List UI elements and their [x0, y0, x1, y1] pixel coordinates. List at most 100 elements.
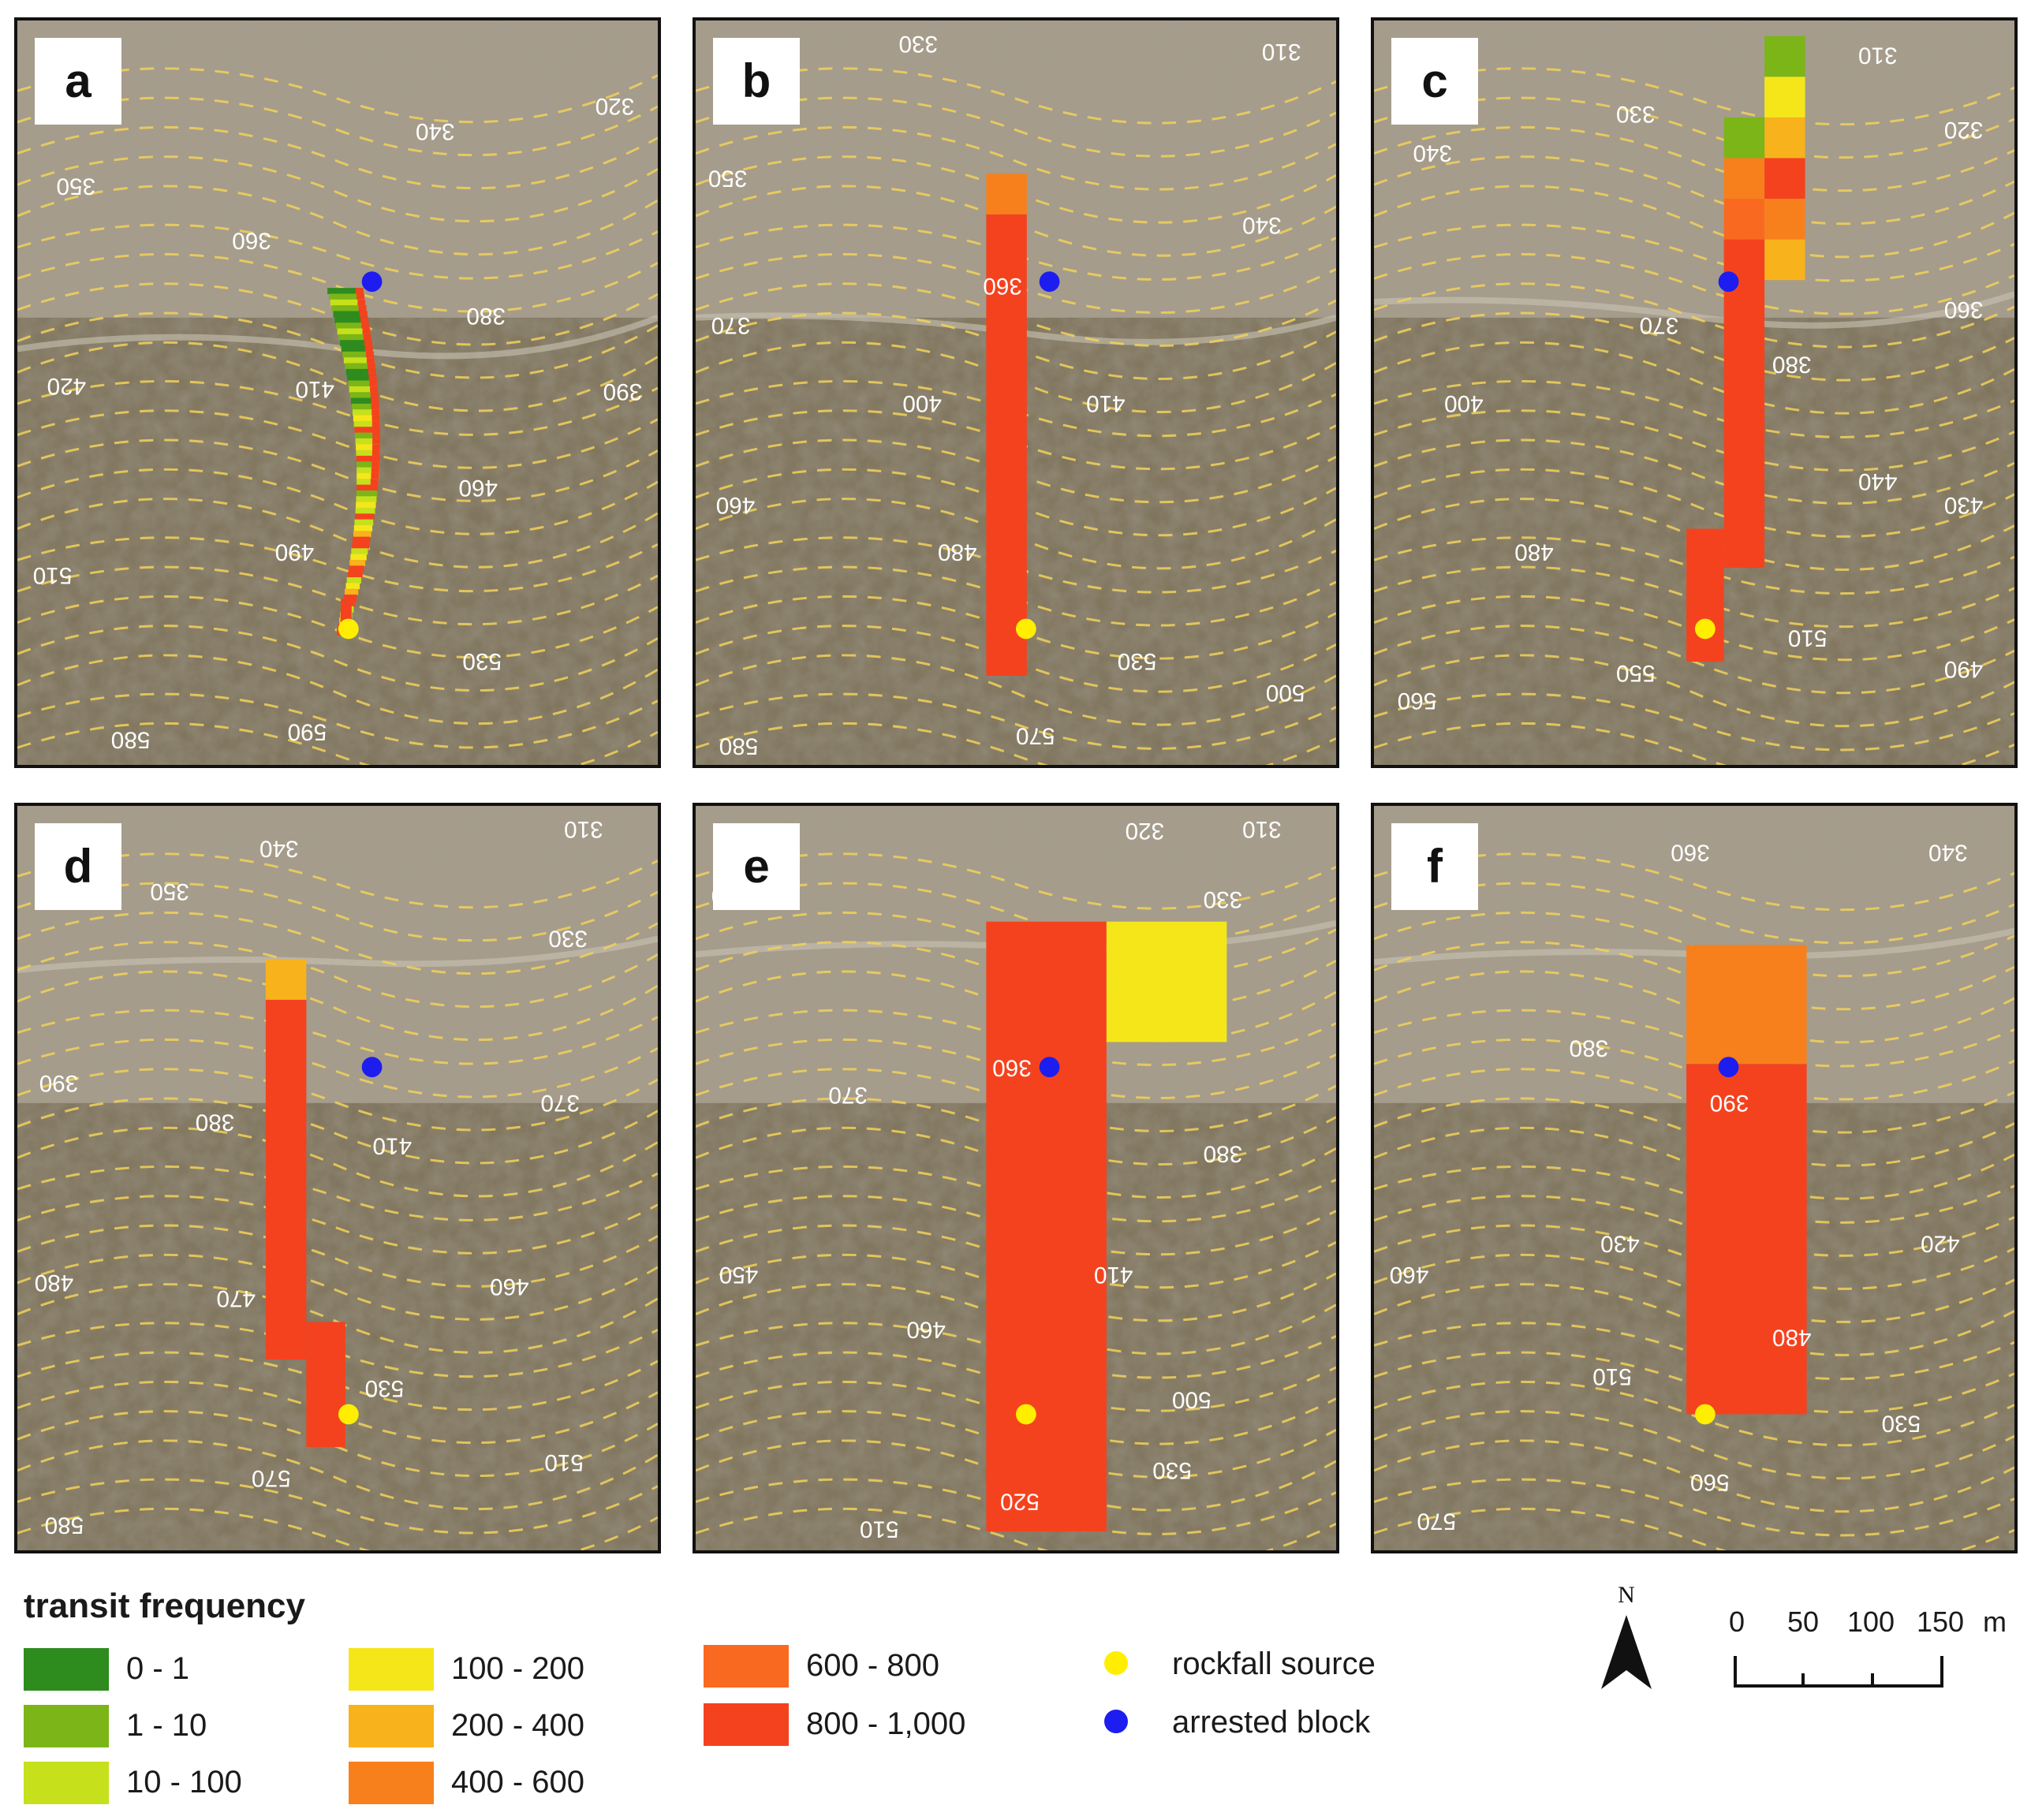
- transit-cell: [349, 565, 364, 572]
- contour-label: 480: [938, 539, 977, 565]
- transit-cell: [371, 415, 380, 422]
- panel-label-d: d: [35, 823, 121, 910]
- transit-cell: [347, 571, 363, 578]
- transit-cell: [265, 999, 307, 1360]
- contour-line: [1374, 409, 2014, 472]
- contour-label: 340: [1928, 840, 1968, 866]
- contour-line: [17, 1439, 658, 1511]
- legend-swatch-4: [349, 1705, 434, 1747]
- contour-label: 460: [1390, 1262, 1429, 1288]
- contour-label: 440: [1858, 468, 1898, 494]
- contour-line: [17, 970, 658, 1042]
- transit-cell: [343, 595, 357, 601]
- contour-label: 330: [1204, 886, 1243, 912]
- transit-cell: [355, 432, 381, 439]
- transit-cell: [355, 513, 375, 520]
- panel-label-c: c: [1391, 38, 1478, 125]
- transit-cell: [328, 293, 364, 300]
- map-panel-f: f 340 360 380 390 430 420 460 480 510 530 560 570: [1371, 803, 2018, 1553]
- contour-label: 380: [1204, 1140, 1243, 1166]
- contour-line: [696, 125, 1336, 191]
- contour-label: 480: [35, 1270, 74, 1296]
- transit-cell: [356, 449, 380, 457]
- transit-cell: [338, 334, 371, 341]
- contour-label: 490: [275, 539, 315, 565]
- legend-label-5: 400 - 600: [451, 1765, 585, 1799]
- transit-cell: [357, 461, 380, 468]
- contour-line: [17, 1507, 658, 1550]
- arrested-block-marker: [1718, 271, 1739, 293]
- contour-label: 410: [373, 1132, 413, 1158]
- contour-line: [17, 692, 658, 749]
- transit-cell: [356, 455, 380, 462]
- contour-line: [17, 1068, 658, 1132]
- contour-label: 350: [56, 173, 95, 199]
- transit-cell: [327, 288, 364, 295]
- contour-label: 320: [1126, 818, 1165, 844]
- contour-label: 350: [150, 878, 189, 904]
- transit-cell: [364, 340, 372, 347]
- contour-label: 570: [1417, 1508, 1456, 1534]
- transit-cell: [348, 380, 378, 387]
- transit-cell: [370, 484, 379, 491]
- contour-line: [17, 941, 658, 1009]
- rockfall-source-marker: [1694, 1404, 1716, 1425]
- transit-cell: [357, 467, 379, 474]
- scale-unit: m: [1983, 1606, 2007, 1638]
- transit-cell: [1764, 117, 1805, 159]
- map-d: 310 340 350 330 390 370 380 410 470 480 460 530 510 5…: [17, 806, 658, 1550]
- legend-swatch-3: [349, 1648, 434, 1691]
- transit-cell: [370, 392, 379, 399]
- contour-line: [1374, 1478, 2014, 1537]
- transit-cell: [360, 316, 369, 323]
- contour-label: 410: [1094, 1262, 1133, 1288]
- legend-swatch-1: [24, 1705, 109, 1747]
- contour-label: 510: [544, 1449, 584, 1475]
- transit-cell: [333, 311, 368, 318]
- transit-cell: [1764, 35, 1805, 77]
- transit-cell: [986, 214, 1027, 676]
- map-c: 310 320 340 330 360 370 380 400 440 430 480 510 490 5…: [1374, 21, 2014, 765]
- map-panel-a: a 350 360 340 320 380 420 410 390 460 490 510 530 58…: [14, 17, 661, 768]
- contour-label: 420: [1921, 1230, 1960, 1256]
- contour-line: [17, 1165, 658, 1221]
- transit-cell: [347, 375, 377, 382]
- transit-cell: [350, 554, 367, 561]
- contour-label: 530: [365, 1375, 405, 1401]
- transit-cell: [335, 323, 370, 330]
- panel-label-f: f: [1391, 823, 1478, 910]
- legend-dot-rockfall-source: [1104, 1651, 1128, 1675]
- contour-line: [1374, 185, 2014, 259]
- contour-line: [1374, 1507, 2014, 1550]
- panel-label-a: a: [35, 38, 121, 125]
- transit-cell: [368, 368, 376, 375]
- arrested-block-marker: [361, 1057, 383, 1078]
- contour-label: 320: [595, 93, 635, 119]
- contour-line: [17, 1038, 658, 1098]
- transit-cell: [361, 323, 370, 330]
- contour-line: [17, 125, 658, 190]
- contour-label: 320: [1944, 117, 1984, 143]
- contour-label: 370: [828, 1082, 868, 1108]
- contour-line: [17, 1009, 658, 1065]
- transit-cell: [334, 316, 369, 323]
- contour-line: [1374, 722, 2014, 765]
- contour-label: 430: [1944, 492, 1984, 518]
- transit-cell: [265, 959, 307, 1000]
- map-panel-b: b 330 310 350 340 360 370 400 410 460 480 530 500 57…: [693, 17, 1339, 768]
- legend-label-6: 600 - 800: [806, 1648, 940, 1683]
- transit-cell: [372, 432, 381, 439]
- transit-cell: [345, 363, 375, 370]
- contour-line: [17, 1224, 658, 1288]
- transit-cell: [367, 363, 375, 370]
- contour-line: [17, 1097, 658, 1165]
- map-a: 350 360 340 320 380 420 410 390 460 490 510 530 580 5…: [17, 21, 658, 765]
- contour-line: [1374, 341, 2014, 415]
- legend-swatch-6: [704, 1645, 789, 1688]
- transit-cell: [1686, 945, 1807, 1065]
- contour-line: [1374, 654, 2014, 728]
- contour-label: 530: [1118, 648, 1157, 674]
- transit-cell: [353, 531, 371, 538]
- contour-line: [1374, 311, 2014, 382]
- contour-label: 460: [458, 475, 498, 501]
